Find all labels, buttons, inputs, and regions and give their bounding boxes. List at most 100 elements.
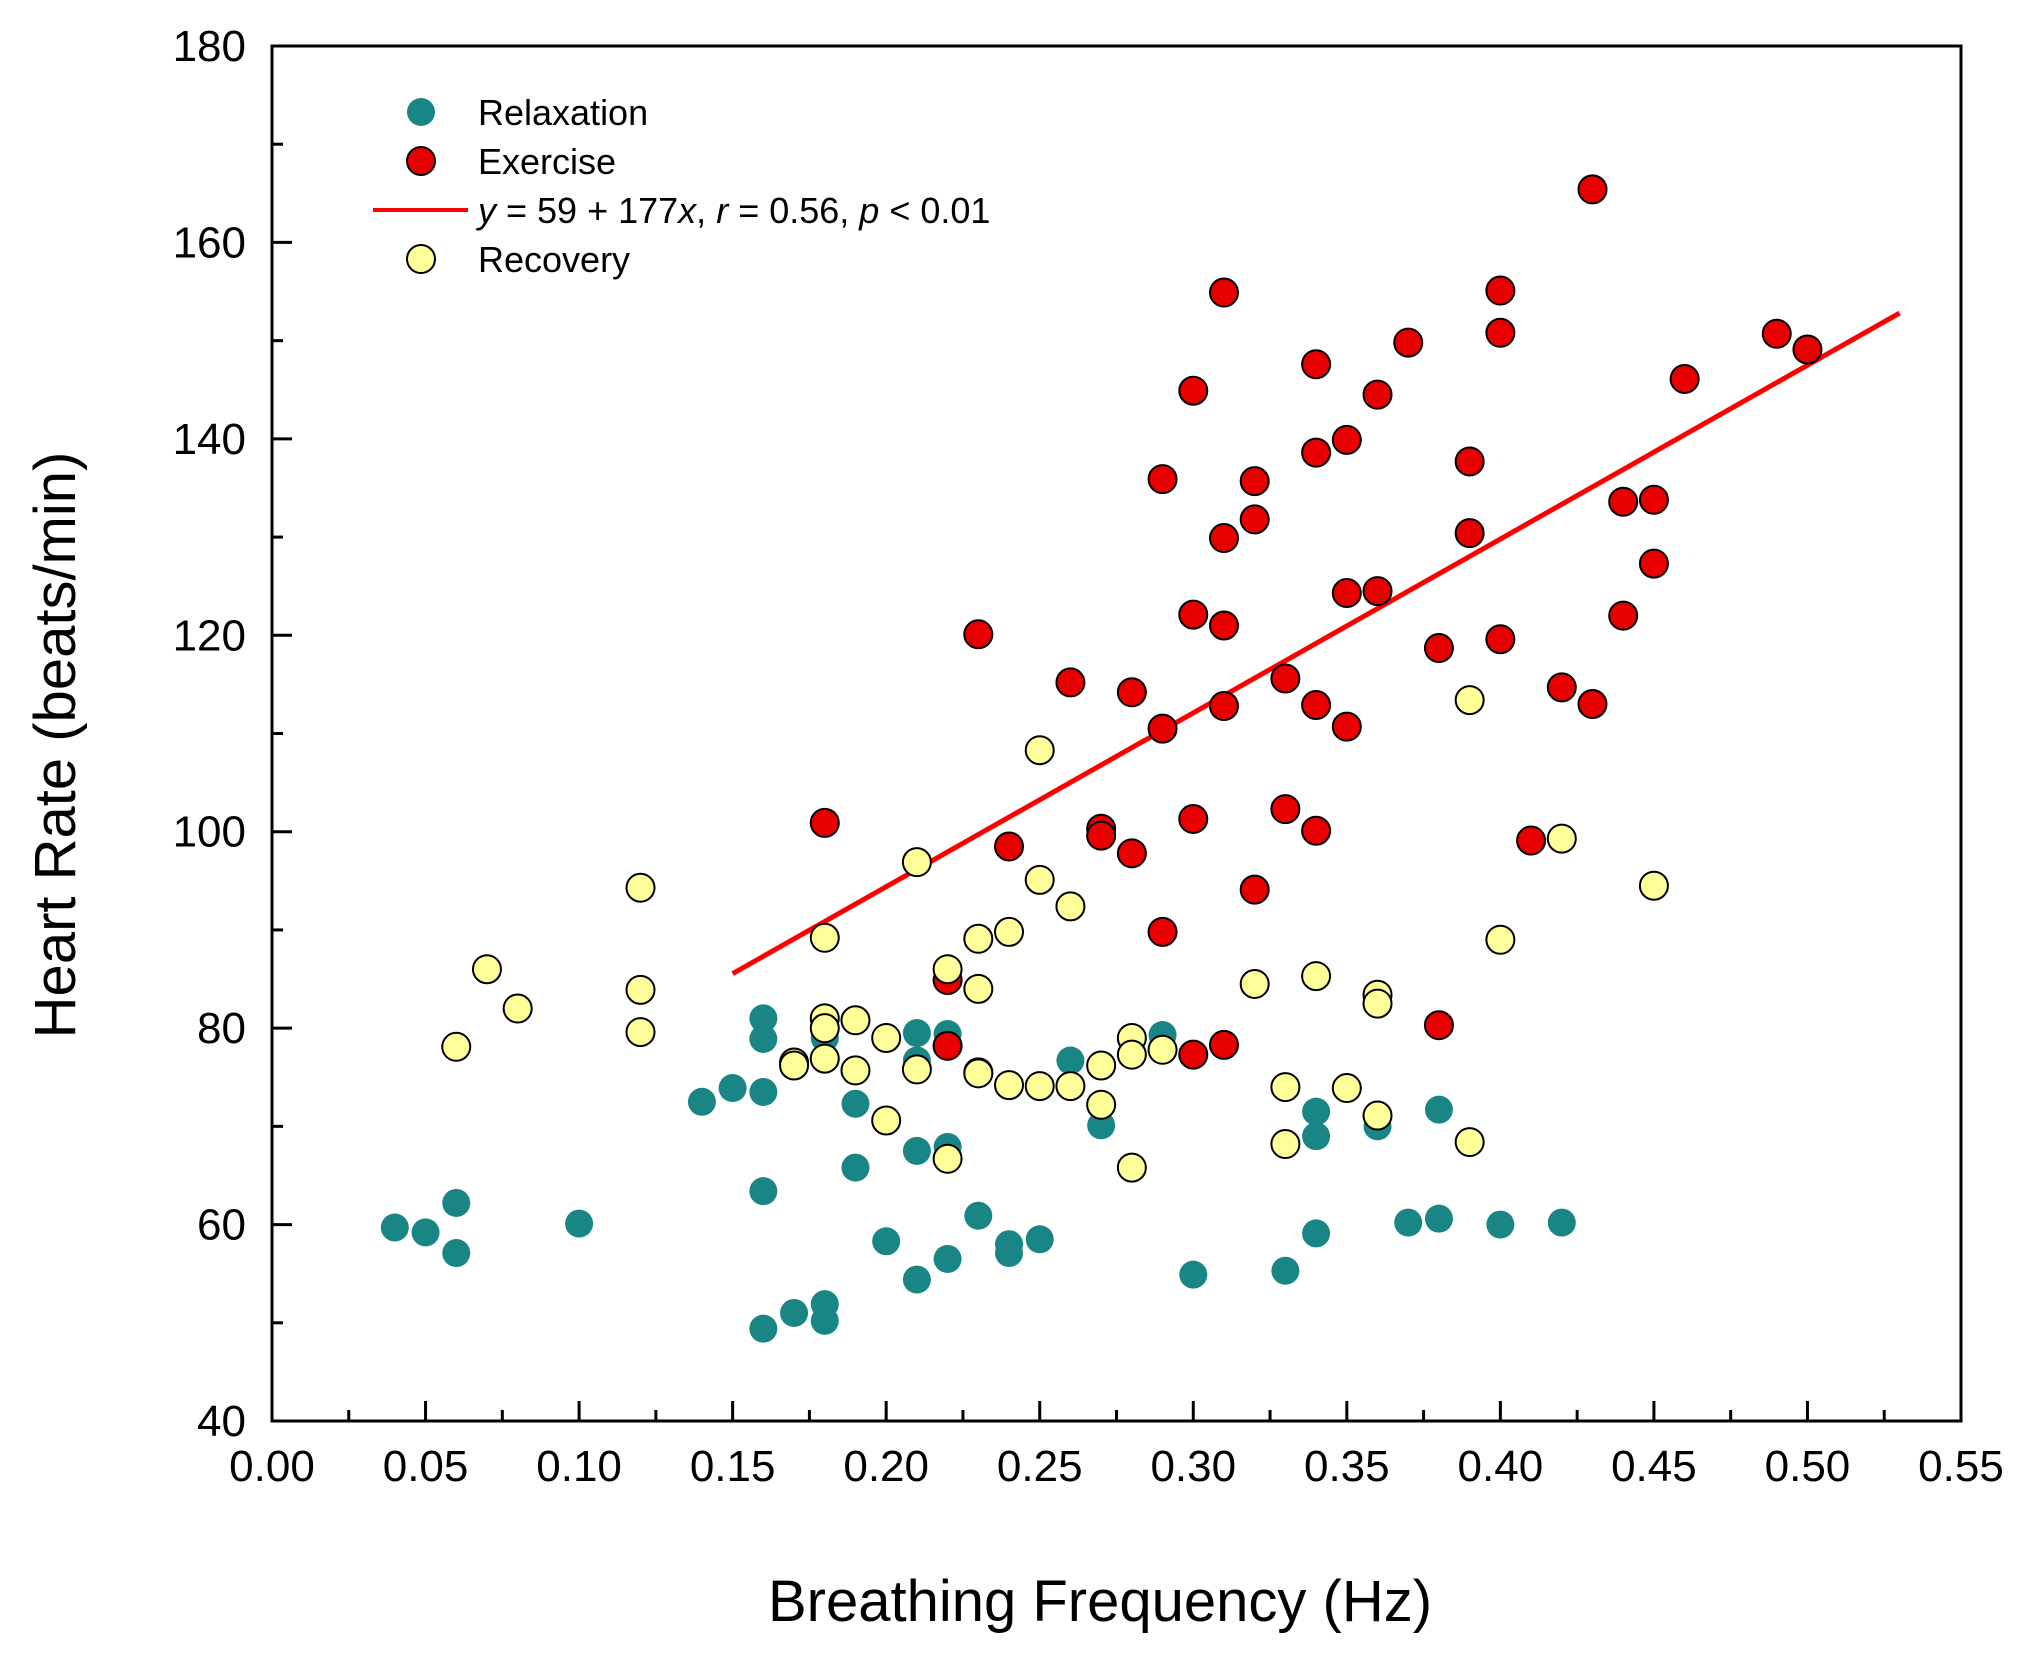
point-exercise — [1577, 174, 1608, 205]
point-relaxation — [964, 1201, 993, 1230]
point-relaxation — [718, 1074, 747, 1103]
point-recovery — [1024, 1071, 1055, 1102]
point-recovery — [1116, 1039, 1147, 1070]
point-exercise — [1393, 327, 1424, 358]
point-exercise — [1239, 504, 1270, 535]
point-relaxation — [749, 1004, 778, 1033]
point-recovery — [840, 1055, 871, 1086]
point-recovery — [994, 1070, 1025, 1101]
point-recovery — [1024, 864, 1055, 895]
point-relaxation — [872, 1227, 901, 1256]
point-exercise — [1086, 820, 1117, 851]
point-exercise — [1208, 277, 1239, 308]
x-tick-label: 0.45 — [1611, 1442, 1697, 1491]
point-relaxation — [780, 1298, 809, 1327]
x-tick-label: 0.30 — [1150, 1442, 1236, 1491]
point-exercise — [1147, 916, 1178, 947]
point-relaxation — [810, 1306, 839, 1335]
point-exercise — [1423, 633, 1454, 664]
point-relaxation — [841, 1153, 870, 1182]
x-tick-label: 0.05 — [383, 1442, 469, 1491]
x-tick-label: 0.50 — [1765, 1442, 1851, 1491]
point-recovery — [1270, 1129, 1301, 1160]
y-tick-label: 120 — [173, 611, 246, 660]
point-recovery — [932, 1143, 963, 1174]
point-recovery — [1270, 1072, 1301, 1103]
point-exercise — [1577, 689, 1608, 720]
point-recovery — [1331, 1073, 1362, 1104]
point-recovery — [932, 954, 963, 985]
fit-line — [731, 310, 1901, 976]
point-recovery — [1147, 1034, 1178, 1065]
point-exercise — [1516, 825, 1547, 856]
point-relaxation — [1179, 1260, 1208, 1289]
legend-label-fit: y = 59 + 177x, r = 0.56, p < 0.01 — [475, 190, 990, 231]
point-exercise — [1116, 838, 1147, 869]
point-relaxation — [749, 1177, 778, 1206]
y-axis: 40 60 80 100 120 140 160 180 — [173, 22, 292, 1446]
point-exercise — [1301, 815, 1332, 846]
y-tick-label: 180 — [173, 22, 246, 71]
point-exercise — [1485, 624, 1516, 655]
point-exercise — [1208, 523, 1239, 554]
point-exercise — [994, 831, 1025, 862]
y-tick-label: 80 — [197, 1004, 246, 1053]
point-recovery — [871, 1105, 902, 1136]
fit-line-group — [731, 310, 1901, 976]
point-exercise — [1638, 484, 1669, 515]
data-points — [380, 174, 1823, 1343]
point-exercise — [1178, 803, 1209, 834]
point-recovery — [1239, 968, 1270, 999]
point-exercise — [1147, 464, 1178, 495]
legend-label-exercise: Exercise — [478, 141, 616, 182]
point-relaxation — [1424, 1095, 1453, 1124]
point-relaxation — [1302, 1097, 1331, 1126]
point-recovery — [994, 916, 1025, 947]
point-exercise — [1147, 713, 1178, 744]
point-relaxation — [841, 1089, 870, 1118]
point-recovery — [809, 922, 840, 953]
point-exercise — [1608, 600, 1639, 631]
point-recovery — [1362, 988, 1393, 1019]
point-exercise — [1178, 1039, 1209, 1070]
legend-label-relaxation: Relaxation — [478, 92, 648, 133]
point-exercise — [1546, 672, 1577, 703]
legend-label-recovery: Recovery — [478, 239, 630, 280]
point-exercise — [1454, 446, 1485, 477]
point-exercise — [1239, 466, 1270, 497]
point-relaxation — [442, 1239, 471, 1268]
point-recovery — [1055, 891, 1086, 922]
point-exercise — [1638, 548, 1669, 579]
point-recovery — [1116, 1152, 1147, 1183]
point-recovery — [901, 1054, 932, 1085]
point-exercise — [1239, 874, 1270, 905]
point-recovery — [1362, 1100, 1393, 1131]
point-relaxation — [565, 1209, 594, 1238]
point-exercise — [1362, 576, 1393, 607]
point-relaxation — [902, 1019, 931, 1048]
legend-marker-recovery — [406, 244, 436, 274]
point-exercise — [1454, 518, 1485, 549]
point-relaxation — [687, 1087, 716, 1116]
point-exercise — [1178, 375, 1209, 406]
x-tick-label: 0.55 — [1918, 1442, 2004, 1491]
point-exercise — [932, 1030, 963, 1061]
point-relaxation — [411, 1218, 440, 1247]
point-exercise — [1055, 667, 1086, 698]
point-relaxation — [1302, 1122, 1331, 1151]
point-relaxation — [1547, 1208, 1576, 1237]
point-relaxation — [933, 1244, 962, 1273]
point-recovery — [625, 872, 656, 903]
legend: Relaxation Exercise y = 59 + 177x, r = 0… — [373, 92, 990, 280]
point-relaxation — [902, 1265, 931, 1294]
x-tick-label: 0.35 — [1304, 1442, 1390, 1491]
point-exercise — [1301, 437, 1332, 468]
point-relaxation — [902, 1136, 931, 1165]
x-tick-label: 0.10 — [536, 1442, 622, 1491]
point-recovery — [963, 1058, 994, 1089]
point-recovery — [1485, 924, 1516, 955]
legend-marker-relaxation — [407, 98, 435, 126]
point-recovery — [809, 1043, 840, 1074]
point-exercise — [1331, 578, 1362, 609]
